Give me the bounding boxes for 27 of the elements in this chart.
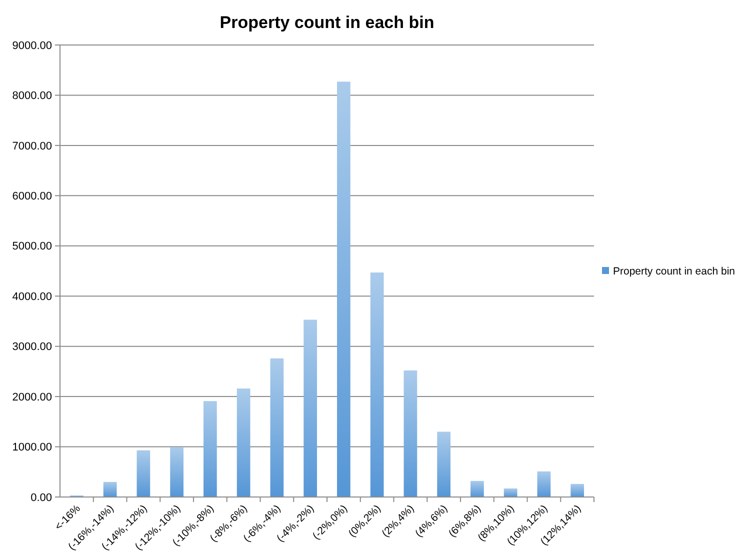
bar: [270, 358, 284, 497]
y-tick-label: 4000.00: [12, 290, 52, 303]
y-tick-label: 5000.00: [12, 240, 52, 253]
bar: [470, 480, 484, 497]
y-tick-label: 0.00: [30, 492, 52, 504]
y-tick-label: 9000.00: [12, 40, 52, 52]
bar: [570, 484, 584, 497]
bar: [170, 447, 184, 497]
y-tick-label: 3000.00: [12, 341, 52, 354]
bar: [370, 272, 384, 497]
bar: [103, 482, 117, 497]
y-tick-label: 1000.00: [12, 442, 52, 454]
bar: [304, 320, 317, 497]
bar: [504, 488, 518, 497]
y-tick-label: 2000.00: [12, 391, 52, 404]
bar: [337, 82, 350, 497]
legend-label: Property count in each bin: [613, 266, 736, 278]
chart-title: Property count in each bin: [220, 13, 434, 32]
y-tick-label: 8000.00: [12, 90, 52, 102]
bar: [236, 388, 250, 497]
bar: [537, 471, 551, 497]
bar: [136, 450, 150, 497]
y-tick-label: 6000.00: [12, 190, 52, 203]
bar: [437, 432, 450, 497]
bar: [204, 401, 217, 497]
y-tick-label: 7000.00: [12, 140, 52, 152]
bar: [404, 370, 418, 497]
